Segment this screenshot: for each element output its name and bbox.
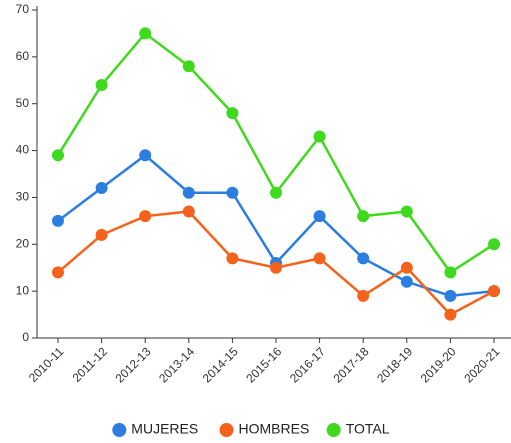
- legend-label: TOTAL: [346, 421, 390, 437]
- point: [226, 186, 239, 199]
- point: [52, 149, 64, 162]
- y-tick-label: 70: [16, 2, 30, 16]
- point: [139, 210, 152, 223]
- x-tick-label: 2019-20: [418, 344, 459, 385]
- y-tick-label: 40: [16, 143, 30, 157]
- point: [313, 210, 326, 223]
- point: [270, 261, 282, 274]
- point: [400, 205, 413, 218]
- point: [95, 228, 108, 241]
- x-tick-label: 2018-19: [374, 344, 415, 385]
- point: [95, 78, 108, 91]
- legend-label: MUJERES: [131, 421, 198, 437]
- point: [52, 214, 64, 227]
- y-tick-label: 50: [16, 96, 30, 110]
- point: [182, 60, 195, 73]
- y-tick-label: 20: [16, 236, 30, 250]
- point: [400, 275, 413, 288]
- y-tick-label: 60: [16, 49, 30, 63]
- legend-swatch: [112, 423, 127, 437]
- y-tick-label: 0: [22, 330, 29, 344]
- point: [139, 149, 152, 162]
- x-tick-label: 2020-21: [461, 344, 502, 385]
- x-tick-label: 2017-18: [331, 344, 372, 385]
- point: [444, 308, 457, 321]
- y-tick-label: 10: [16, 283, 30, 297]
- y-tick-label: 30: [16, 190, 30, 204]
- x-tick-label: 2014-15: [200, 344, 241, 385]
- x-tick-label: 2016-17: [287, 344, 328, 385]
- legend-label: HOMBRES: [239, 421, 310, 437]
- point: [357, 289, 370, 302]
- point: [444, 289, 457, 302]
- point: [95, 182, 108, 195]
- point: [182, 186, 195, 199]
- point: [313, 130, 326, 143]
- point: [488, 285, 500, 298]
- point: [52, 266, 64, 279]
- x-tick-label: 2012-13: [113, 344, 154, 385]
- x-tick-label: 2011-12: [70, 344, 111, 385]
- x-tick-label: 2015-16: [243, 344, 284, 385]
- point: [488, 238, 500, 251]
- point: [226, 252, 239, 265]
- legend-item: MUJERES: [112, 421, 198, 437]
- legend-swatch: [326, 423, 341, 437]
- x-tick-label: 2013-14: [156, 344, 197, 385]
- point: [226, 107, 239, 120]
- point: [357, 210, 370, 223]
- point: [139, 27, 152, 40]
- x-tick-label: 2010-11: [26, 344, 67, 385]
- point: [444, 266, 457, 279]
- series-line: [56, 31, 495, 275]
- point: [313, 252, 326, 265]
- legend-item: TOTAL: [326, 421, 390, 437]
- point: [357, 252, 370, 265]
- point: [400, 261, 413, 274]
- point: [270, 186, 282, 199]
- point: [182, 205, 195, 218]
- legend-item: HOMBRES: [219, 421, 310, 437]
- legend-swatch: [219, 423, 234, 437]
